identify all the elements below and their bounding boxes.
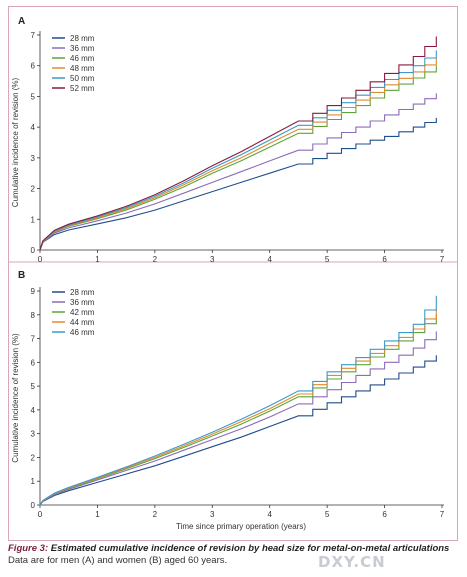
legend-label: 36 mm: [70, 298, 95, 307]
series-line-28-mm: [39, 117, 437, 251]
caption-label: Figure 3:: [8, 543, 49, 554]
panel-b: B 0 1 2 3 4 5 6 7 8 9 0 1 2 3 4 5 6 7 Cumulative incidence …: [11, 270, 445, 531]
panel-letter: A: [18, 16, 25, 27]
series-line-36-mm: [39, 331, 437, 506]
legend-label: 52 mm: [70, 84, 95, 93]
y-tick-label: 6: [31, 62, 36, 71]
legend-label: 44 mm: [70, 318, 95, 327]
x-tick-label: 0: [38, 255, 43, 264]
y-tick-label: 2: [31, 453, 36, 462]
panel-a: A 0 1 2 3 4 5 6 7 0 1 2 3 4 5 6 7 Cumulative incidence of…: [11, 16, 445, 264]
caption-title: Estimated cumulative incidence of revisi…: [50, 543, 450, 554]
y-tick-label: 0: [31, 246, 36, 255]
x-axis-title: Time since primary operation (years): [176, 522, 306, 531]
x-tick-label: 6: [382, 510, 387, 519]
y-tick-label: 5: [31, 92, 36, 101]
legend-label: 42 mm: [70, 308, 95, 317]
y-tick-label: 3: [31, 154, 36, 163]
x-tick-label: 2: [153, 255, 158, 264]
series-line-36-mm: [39, 93, 437, 251]
y-tick-label: 2: [31, 185, 36, 194]
x-tick-label: 4: [267, 510, 272, 519]
legend-label: 46 mm: [70, 54, 95, 63]
y-axis-title: Cumulative incidence of revision (%): [11, 77, 20, 207]
y-tick-label: 4: [31, 406, 36, 415]
y-tick-label: 6: [31, 358, 36, 367]
y-tick-label: 5: [31, 382, 36, 391]
series-line-44-mm: [39, 308, 437, 506]
x-tick-label: 7: [440, 255, 445, 264]
legend-label: 46 mm: [70, 328, 95, 337]
x-tick-label: 5: [325, 510, 330, 519]
y-tick-label: 7: [31, 31, 36, 40]
y-tick-label: 4: [31, 123, 36, 132]
legend-label: 48 mm: [70, 64, 95, 73]
y-axis-title: Cumulative incidence of revision (%): [11, 333, 20, 463]
series-line-50-mm: [39, 50, 437, 251]
y-tick-label: 7: [31, 335, 36, 344]
x-tick-label: 0: [38, 510, 43, 519]
figure-border: [8, 6, 458, 541]
x-tick-label: 5: [325, 255, 330, 264]
y-tick-label: 9: [31, 287, 36, 296]
watermark: DXY.CN: [318, 553, 386, 571]
y-tick-label: 1: [31, 215, 36, 224]
series-line-28-mm: [39, 355, 437, 506]
figure-caption: Figure 3: Estimated cumulative incidence…: [8, 543, 463, 567]
legend-label: 50 mm: [70, 74, 95, 83]
x-tick-label: 3: [210, 510, 215, 519]
x-tick-label: 2: [153, 510, 158, 519]
legend-label: 28 mm: [70, 288, 95, 297]
series-line-46-mm: [39, 65, 437, 251]
caption-note: Data are for men (A) and women (B) aged …: [8, 555, 228, 566]
x-tick-label: 1: [95, 510, 100, 519]
x-tick-label: 4: [267, 255, 272, 264]
series-line-48-mm: [39, 58, 437, 251]
legend-label: 28 mm: [70, 34, 95, 43]
series-line-52-mm: [39, 36, 437, 251]
x-tick-label: 7: [440, 510, 445, 519]
x-tick-label: 1: [95, 255, 100, 264]
y-tick-label: 1: [31, 477, 36, 486]
x-tick-label: 3: [210, 255, 215, 264]
legend-label: 36 mm: [70, 44, 95, 53]
y-tick-label: 0: [31, 501, 36, 510]
panel-letter: B: [18, 270, 25, 281]
series-line-46-mm: [39, 295, 437, 506]
x-tick-label: 6: [382, 255, 387, 264]
y-tick-label: 3: [31, 430, 36, 439]
y-tick-label: 8: [31, 311, 36, 320]
series-line-42-mm: [39, 314, 437, 506]
